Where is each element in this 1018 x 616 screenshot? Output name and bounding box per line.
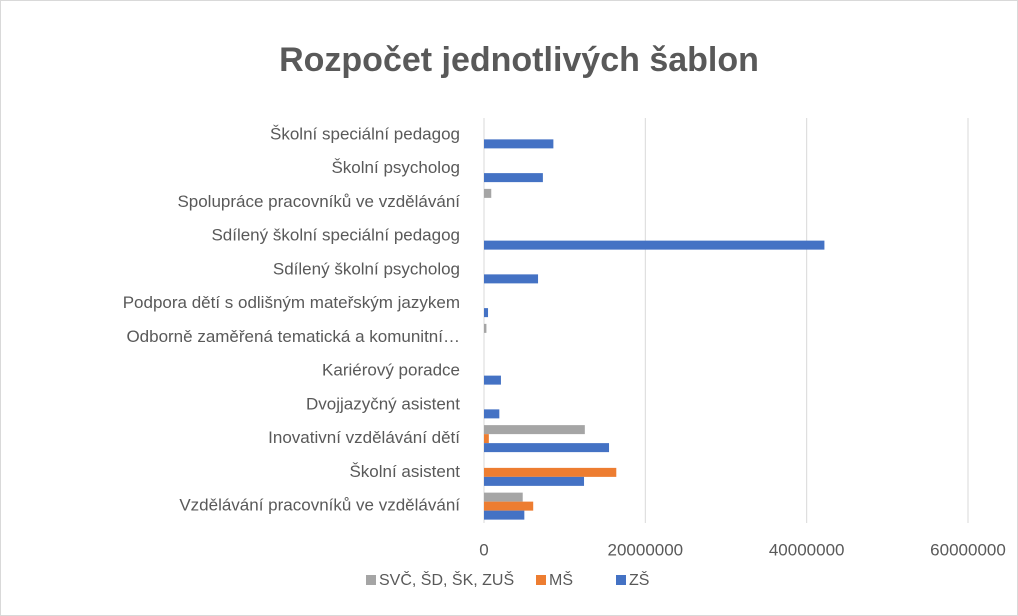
legend-swatch xyxy=(536,575,546,585)
chart-title: Rozpočet jednotlivých šablon xyxy=(279,41,759,79)
y-tick-label: Kariérový poradce xyxy=(322,361,460,380)
legend-label: SVČ, ŠD, ŠK, ZUŠ xyxy=(379,570,514,589)
bar xyxy=(484,510,525,520)
x-tick-label: 20000000 xyxy=(608,540,684,559)
bar xyxy=(484,501,534,511)
y-tick-label: Školní psycholog xyxy=(331,158,460,177)
x-tick-label: 0 xyxy=(479,540,488,559)
y-tick-label: Vzdělávání pracovníků ve vzdělávání xyxy=(179,496,460,515)
bar xyxy=(484,476,585,486)
legend-swatch xyxy=(616,575,626,585)
bar xyxy=(484,434,489,444)
y-tick-label: Inovativní vzdělávání dětí xyxy=(268,428,460,447)
bar xyxy=(484,443,610,453)
y-tick-label: Školní asistent xyxy=(349,462,460,481)
legend-swatch xyxy=(366,575,376,585)
bar xyxy=(484,467,617,477)
legend-label: ZŠ xyxy=(629,570,649,589)
y-tick-label: Podpora dětí s odlišným mateřským jazyke… xyxy=(123,293,460,312)
x-tick-label: 40000000 xyxy=(769,540,845,559)
bar xyxy=(484,425,585,435)
bar xyxy=(484,308,489,318)
y-tick-label: Školní speciální pedagog xyxy=(270,124,460,143)
bar xyxy=(484,409,500,419)
y-tick-label: Odborně zaměřená tematická a komunitní… xyxy=(126,327,460,346)
y-tick-label: Spolupráce pracovníků ve vzdělávání xyxy=(177,192,460,211)
y-tick-label: Sdílený školní speciální pedagog xyxy=(211,226,460,245)
bar xyxy=(484,323,487,333)
y-tick-label: Dvojjazyčný asistent xyxy=(306,394,460,413)
legend-label: MŠ xyxy=(549,570,573,589)
bar xyxy=(484,274,539,284)
y-tick-label: Sdílený školní psycholog xyxy=(273,259,460,278)
bar xyxy=(484,188,492,198)
bar xyxy=(484,139,554,149)
bar xyxy=(484,240,825,250)
bar xyxy=(484,375,501,385)
x-tick-label: 60000000 xyxy=(930,540,1006,559)
bar xyxy=(484,492,523,502)
bar xyxy=(484,173,543,183)
